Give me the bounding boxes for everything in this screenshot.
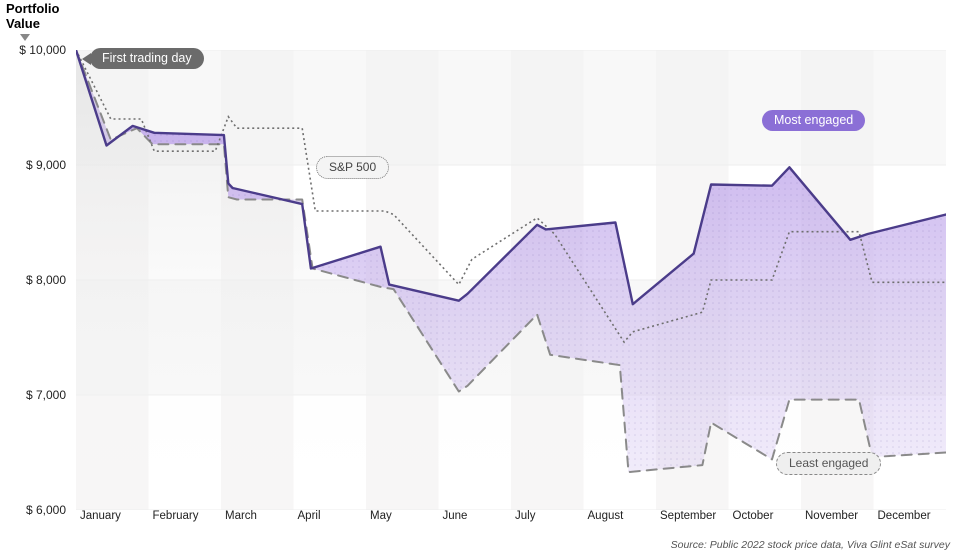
annotation-sp500: S&P 500: [316, 156, 389, 179]
y-axis-labels: $ 10,000$ 9,000$ 8,000$ 7,000$ 6,000: [0, 50, 72, 510]
y-axis-arrow-icon: [20, 34, 30, 41]
x-tick-label: December: [878, 510, 931, 522]
x-tick-label: September: [660, 510, 716, 522]
x-tick-label: April: [298, 510, 321, 522]
annotation-first-trading-day: First trading day: [90, 48, 204, 69]
x-tick-label: January: [80, 510, 121, 522]
y-axis-title: PortfolioValue: [6, 2, 59, 41]
x-tick-label: November: [805, 510, 858, 522]
x-axis-labels: January February March April May June July Augu…: [76, 510, 946, 530]
x-tick-label: October: [733, 510, 774, 522]
x-tick-label: March: [225, 510, 257, 522]
y-tick-label: $ 9,000: [26, 158, 66, 172]
x-tick-label: May: [370, 510, 392, 522]
annotation-least-engaged: Least engaged: [776, 452, 881, 475]
x-tick-label: February: [153, 510, 199, 522]
x-tick-label: August: [588, 510, 624, 522]
y-tick-label: $ 10,000: [19, 43, 66, 57]
x-tick-label: June: [443, 510, 468, 522]
chart-stage: PortfolioValue $ 10,000 $ 9,000 $ 8,000 $ 7…: [0, 0, 962, 555]
y-tick-label: $ 8,000: [26, 273, 66, 287]
y-tick-label: $ 6,000: [26, 503, 66, 517]
annotation-most-engaged: Most engaged: [762, 110, 865, 131]
y-tick-label: $ 7,000: [26, 388, 66, 402]
y-axis-title-text: PortfolioValue: [6, 1, 59, 31]
x-tick-label: July: [515, 510, 535, 522]
source-caption: Source: Public 2022 stock price data, Vi…: [671, 539, 950, 551]
